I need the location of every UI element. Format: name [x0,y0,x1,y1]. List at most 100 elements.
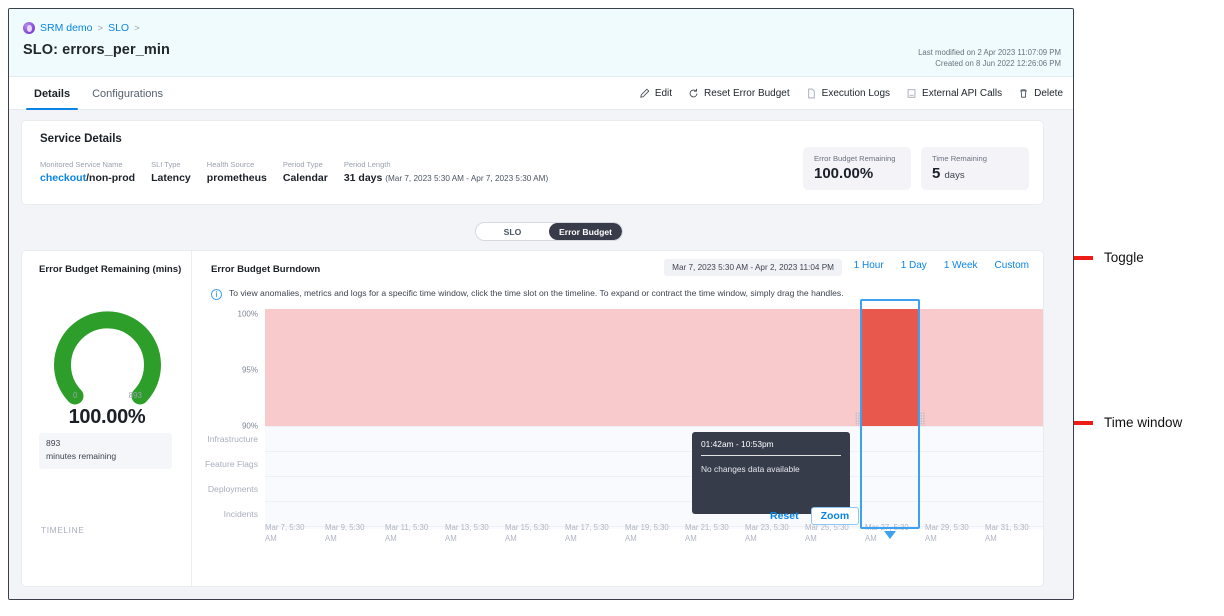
pencil-icon [639,88,650,99]
date-range-display[interactable]: Mar 7, 2023 5:30 AM - Apr 2, 2023 11:04 … [664,259,842,276]
time-window-drag-handle-right[interactable] [920,412,925,426]
y-tick-100: 100% [237,309,258,319]
stat-tile-time-remaining: Time Remaining 5 days [921,147,1029,190]
breadcrumb: SRM demo > SLO > [23,22,140,34]
field-value: checkout/non-prod [40,172,135,184]
api-icon [906,88,917,99]
reset-zoom-button[interactable]: Reset [770,510,799,522]
swimlane-label-infrastructure: Infrastructure [207,434,258,444]
reset-icon [688,88,699,99]
field-label: Period Type [282,160,323,169]
time-window-drag-handle-left[interactable] [855,412,860,426]
monitored-service-env: /non-prod [86,172,136,184]
timeline-tick: Mar 15, 5:30 AM [505,523,549,544]
slo-error-budget-toggle[interactable]: SLO Error Budget [475,222,623,241]
document-icon [806,88,817,99]
tab-configurations[interactable]: Configurations [92,87,164,100]
chart-action-buttons: Reset Zoom [766,507,860,525]
field-label: Monitored Service Name [40,160,123,169]
field-value: Latency [151,172,191,184]
timeline-tick: Mar 25, 5:30 AM [805,523,849,544]
timeline-tick: Mar 23, 5:30 AM [745,523,789,544]
service-details-heading: Service Details [40,133,122,145]
preset-custom[interactable]: Custom [994,260,1029,271]
gridline [265,526,1043,527]
toggle-row: SLO Error Budget [9,215,1073,255]
field-value: prometheus [206,172,267,184]
stat-value: 5 days [932,165,1015,182]
range-presets: 1 Hour 1 Day 1 Week Custom [854,260,1029,271]
delete-button[interactable]: Delete [1018,88,1063,99]
preset-1-week[interactable]: 1 Week [943,260,978,271]
field-period-length: Period Length 31 days (Mar 7, 2023 5:30 … [344,160,548,184]
page-title: SLO: errors_per_min [23,42,170,58]
gauge-note-text: minutes remaining [46,450,117,461]
timeline-tick: Mar 9, 5:30 AM [325,523,365,544]
burndown-card: Error Budget Remaining (mins) 0 893 100.… [21,250,1044,587]
created-text: Created on 8 Jun 2022 12:26:06 PM [935,59,1061,69]
gauge-percent-value: 100.00% [68,406,146,428]
tab-details[interactable]: Details [23,77,81,110]
time-remaining-number: 5 [932,165,941,182]
error-budget-gauge [45,288,170,406]
toolbar-actions: Edit Reset Error Budget Execution Logs E… [639,77,1063,110]
timeline-axis-label: TIMELINE [41,525,85,535]
preset-1-hour[interactable]: 1 Hour [853,260,884,271]
external-api-calls-button[interactable]: External API Calls [906,88,1002,99]
breadcrumb-item-slo[interactable]: SLO [108,22,130,34]
gauge-min-tick: 0 [73,391,78,400]
annotation-label-time-window: Time window [1104,415,1183,430]
app-window: SRM demo > SLO > SLO: errors_per_min Las… [8,8,1074,600]
service-details-fields: Monitored Service Name checkout/non-prod… [40,160,564,184]
tab-bar: Details Configurations Edit Reset Error … [9,77,1073,110]
period-length-value: 31 days [343,172,383,184]
stat-value: 100.00% [814,165,874,182]
reset-error-budget-button[interactable]: Reset Error Budget [688,88,790,99]
delete-label: Delete [1034,88,1063,99]
zoom-button[interactable]: Zoom [810,507,860,525]
stat-tiles: Error Budget Remaining 100.00% Time Rema… [803,147,1029,190]
monitored-service-link[interactable]: checkout [40,172,87,184]
gauge-panel: Error Budget Remaining (mins) 0 893 100.… [22,251,192,586]
edit-label: Edit [654,88,673,99]
timeline-tick: Mar 11, 5:30 AM [385,523,429,544]
tooltip-message: No changes data available [701,464,800,474]
burndown-info-message: i To view anomalies, metrics and logs fo… [211,288,844,300]
info-icon: i [211,288,222,300]
preset-1-day[interactable]: 1 Day [900,260,927,271]
breadcrumb-item-srm-demo[interactable]: SRM demo [40,22,93,34]
time-window-selection-fill [862,309,918,426]
last-modified-text: Last modified on 2 Apr 2023 11:07:09 PM [918,48,1061,57]
stat-tile-error-budget-remaining: Error Budget Remaining 100.00% [803,147,911,190]
timeline-tick: Mar 13, 5:30 AM [445,523,489,544]
reset-error-budget-label: Reset Error Budget [704,88,790,99]
toggle-option-error-budget[interactable]: Error Budget [549,223,622,240]
tab-list: Details Configurations [23,77,174,110]
service-details-card: Service Details Monitored Service Name c… [21,120,1044,205]
timeline-axis-ticks: Mar 7, 5:30 AM Mar 9, 5:30 AM Mar 11, 5:30… [265,522,1043,548]
gauge-title: Error Budget Remaining (mins) [39,264,182,275]
field-value: Calendar [282,172,328,184]
field-period-type: Period Type Calendar [283,160,328,184]
tooltip-divider [701,455,841,456]
gauge-note-value: 893 [46,438,61,448]
time-window-selection[interactable] [860,299,920,539]
field-value: 31 days (Mar 7, 2023 5:30 AM - Apr 7, 20… [344,172,548,184]
trash-icon [1018,88,1029,99]
field-monitored-service-name: Monitored Service Name checkout/non-prod [40,160,135,184]
toggle-option-slo[interactable]: SLO [503,226,522,237]
annotation-label-toggle: Toggle [1104,250,1144,265]
y-tick-95: 95% [241,365,258,375]
swimlane-label-incidents: Incidents [223,509,258,519]
page-body: Service Details Monitored Service Name c… [9,110,1073,599]
srm-logo-icon [23,22,35,34]
field-label: Period Length [343,160,391,169]
execution-logs-button[interactable]: Execution Logs [806,88,890,99]
chevron-right-icon-2: > [134,22,140,34]
edit-button[interactable]: Edit [639,88,672,99]
burndown-plot[interactable]: 100% 95% 90% Infrastructure Feature Flag… [205,309,1043,529]
timeline-tick: Mar 19, 5:30 AM [625,523,669,544]
gauge-ticks: 0 893 [45,391,170,400]
stat-label: Time Remaining [932,154,988,163]
gridline [265,476,1043,477]
